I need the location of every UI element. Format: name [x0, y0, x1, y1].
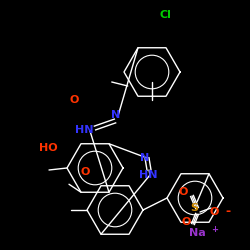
Text: N: N [140, 153, 149, 163]
Text: N: N [112, 110, 120, 120]
Text: +: + [212, 224, 218, 234]
Text: O: O [69, 95, 79, 105]
Text: -: - [226, 204, 230, 218]
Text: O: O [209, 207, 219, 217]
Text: O: O [178, 187, 188, 197]
Text: HN: HN [75, 125, 93, 135]
Text: S: S [190, 203, 198, 213]
Text: Na: Na [189, 228, 206, 238]
Text: Cl: Cl [159, 10, 171, 20]
Text: O: O [181, 217, 191, 227]
Text: HO: HO [39, 143, 57, 153]
Text: HN: HN [139, 170, 157, 180]
Text: O: O [80, 167, 90, 177]
